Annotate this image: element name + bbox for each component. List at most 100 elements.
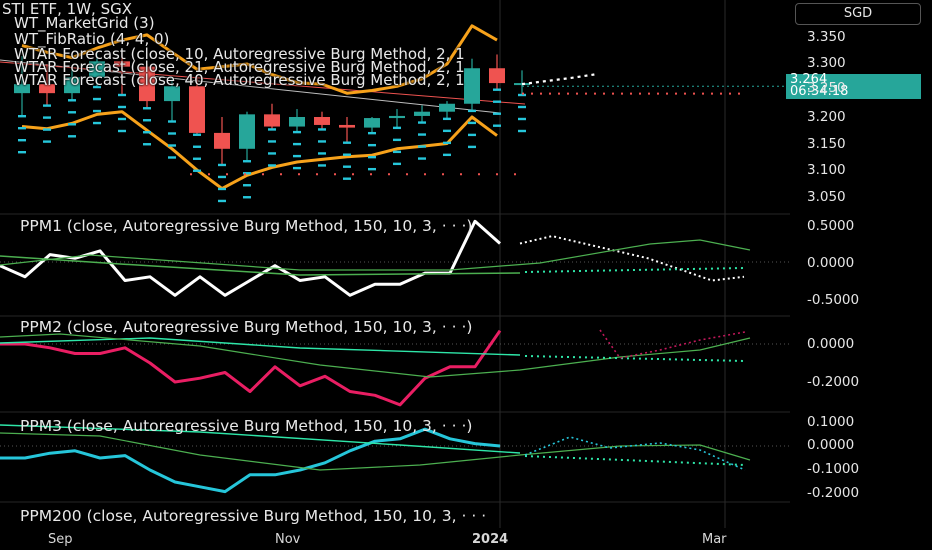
grid-marker	[143, 107, 151, 110]
indicator-forecast-10[interactable]: WTAR Forecast (close, 10, Autoregressive…	[14, 45, 465, 63]
ppm1-title[interactable]: PPM1 (close, Autoregressive Burg Method,…	[20, 217, 473, 235]
upper-band-line	[21, 24, 498, 95]
grid-marker	[443, 117, 451, 121]
price-tick: 3.250	[807, 80, 846, 96]
ppm3-title[interactable]: PPM3 (close, Autoregressive Burg Method,…	[20, 417, 473, 435]
indicator-marketgrid[interactable]: WT_MarketGrid (3)	[14, 14, 155, 32]
grid-marker	[168, 156, 176, 159]
ppm2-forecast	[599, 329, 746, 359]
grid-marker	[293, 142, 301, 146]
grid-marker	[168, 132, 176, 135]
ppm1-signal-forecast	[524, 267, 746, 273]
candle-body	[214, 132, 230, 149]
indicator-fibratio[interactable]: WT_FibRatio (4, 4, 0)	[14, 30, 170, 48]
grid-marker	[368, 143, 376, 147]
grid-marker	[268, 164, 276, 167]
grid-marker	[243, 196, 251, 199]
grid-marker	[43, 104, 51, 107]
grid-marker	[343, 141, 351, 144]
grid-marker	[118, 105, 126, 109]
grid-marker	[468, 145, 476, 149]
grid-marker	[318, 128, 326, 131]
x-label: Sep	[48, 532, 73, 547]
candle-body	[239, 114, 255, 149]
grid-marker	[218, 163, 226, 167]
ppm2-line	[0, 329, 502, 407]
grid-marker	[268, 140, 276, 143]
candle-body	[64, 77, 80, 94]
symbol-title[interactable]: STI ETF, 1W, SGX	[2, 0, 133, 18]
grid-marker	[118, 117, 126, 121]
candle-body	[489, 68, 505, 84]
grid-marker	[443, 153, 451, 157]
grid-marker	[368, 167, 376, 171]
last-price: 3.264	[790, 72, 828, 87]
lower-band-line	[21, 110, 498, 191]
candle-body	[264, 114, 280, 127]
grid-marker	[493, 88, 501, 91]
grid-marker	[343, 177, 351, 180]
price-tick: 3.200	[807, 109, 846, 125]
grid-marker	[93, 85, 101, 89]
grid-marker	[93, 97, 101, 101]
grid-marker	[493, 124, 501, 127]
ppm2-signal-forecast	[524, 355, 746, 362]
ppm200-title[interactable]: PPM200 (close, Autoregressive Burg Metho…	[20, 507, 487, 525]
ppm1-tick: 0.5000	[807, 218, 855, 234]
ppm1-signal	[0, 239, 751, 271]
grid-marker	[293, 154, 301, 158]
price-tick: 3.100	[807, 162, 846, 178]
grid-marker	[18, 127, 26, 130]
candle-body	[114, 61, 130, 67]
grid-marker	[118, 129, 126, 133]
grid-marker	[218, 175, 226, 179]
ppm3-tick: 0.0000	[807, 437, 855, 453]
indicator-forecast-40[interactable]: WTAR Forecast (close, 40, Autoregressive…	[14, 71, 465, 89]
grid-marker	[343, 165, 351, 168]
grid-marker	[518, 117, 526, 121]
grid-marker	[418, 121, 426, 124]
grid-marker	[493, 100, 501, 103]
currency-button[interactable]: SGD	[795, 3, 921, 25]
ppm2-title[interactable]: PPM2 (close, Autoregressive Burg Method,…	[20, 318, 473, 336]
grid-marker	[43, 128, 51, 131]
ppm2-ma	[0, 337, 521, 356]
grid-marker	[493, 112, 501, 115]
ppm3-line	[0, 427, 501, 494]
grid-marker	[443, 141, 451, 145]
ppm3-forecast	[524, 436, 746, 471]
ppm2-tick: -0.2000	[807, 374, 860, 390]
candle-body	[14, 84, 30, 94]
grid-marker	[168, 144, 176, 147]
ppm1-tick: 0.0000	[807, 255, 855, 271]
grid-marker	[218, 199, 226, 203]
grid-marker	[468, 121, 476, 125]
grid-marker	[468, 133, 476, 137]
grid-marker	[393, 150, 401, 154]
ppm3-signal-forecast	[524, 455, 746, 466]
indicator-forecast-21[interactable]: WTAR Forecast (close, 21, Autoregressive…	[14, 58, 465, 76]
price-tick: 3.300	[807, 55, 846, 71]
grid-marker	[343, 153, 351, 156]
grid-marker	[268, 128, 276, 131]
trend-line	[0, 61, 526, 105]
candle-body	[314, 117, 330, 125]
grid-marker	[143, 119, 151, 122]
grid-marker	[118, 93, 126, 97]
grid-marker	[18, 115, 26, 118]
ppm1-tick: -0.5000	[807, 292, 860, 308]
grid-marker	[518, 105, 526, 109]
bar-countdown: 06:34:18	[790, 84, 849, 99]
grid-marker	[68, 135, 76, 138]
grid-marker	[18, 151, 26, 154]
grid-marker	[418, 157, 426, 160]
price-tag: 3.264 06:34:18	[786, 72, 921, 99]
ppm1-forecast	[519, 235, 745, 282]
ppm2-signal	[0, 333, 751, 378]
grid-marker	[68, 99, 76, 102]
grid-marker	[68, 123, 76, 126]
ppm2-tick: 0.0000	[807, 336, 855, 352]
grid-marker	[293, 166, 301, 170]
grid-marker	[193, 169, 201, 172]
